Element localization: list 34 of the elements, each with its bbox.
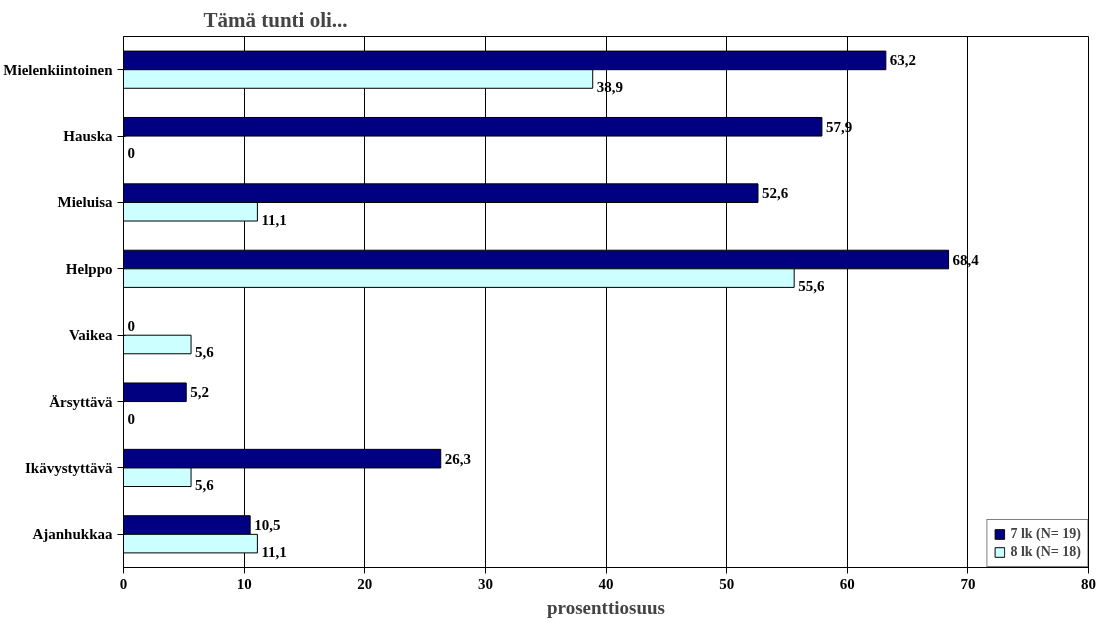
data-label: 11,1 (261, 211, 287, 228)
y-tick-label: Ikävystyttävä (25, 459, 113, 476)
data-label: 52,6 (761, 185, 789, 202)
data-label: 0 (127, 410, 135, 427)
x-tick-label: 70 (960, 575, 976, 592)
y-tick-label: Hauska (63, 128, 113, 145)
y-tick-label: Ajanhukkaa (32, 526, 113, 543)
legend-label: 7 lk (N= 19) (1010, 526, 1081, 542)
data-label: 0 (127, 317, 135, 334)
data-label: 5,2 (190, 384, 209, 401)
y-tick-label: Helppo (65, 260, 113, 277)
x-axis-title: prosenttiosuus (547, 596, 665, 618)
x-tick-label: 20 (357, 575, 373, 592)
x-tick-label: 30 (477, 575, 493, 592)
data-label: 0 (127, 145, 135, 162)
data-label: 26,3 (444, 450, 471, 467)
y-tick-label: Mieluisa (57, 194, 113, 211)
y-tick-label: Vaikea (68, 327, 113, 344)
data-label: 10,5 (254, 517, 281, 534)
data-label: 5,6 (195, 344, 215, 361)
data-label: 5,6 (195, 477, 215, 494)
x-tick-label: 40 (598, 575, 614, 592)
legend-label: 8 lk (N= 18) (1010, 544, 1081, 560)
data-label: 11,1 (261, 543, 287, 560)
y-tick-label: Ärsyttävä (49, 393, 113, 410)
x-tick-label: 10 (236, 575, 252, 592)
data-label: 55,6 (798, 278, 825, 295)
x-tick-label: 0 (119, 575, 128, 592)
x-tick-label: 60 (839, 575, 855, 592)
x-tick-label: 80 (1081, 575, 1096, 592)
y-tick-label: Mielenkiintoinen (3, 61, 114, 78)
data-label: 63,2 (889, 52, 917, 69)
chart-title: Tämä tunti oli... (203, 7, 348, 32)
x-tick-label: 50 (719, 575, 735, 592)
